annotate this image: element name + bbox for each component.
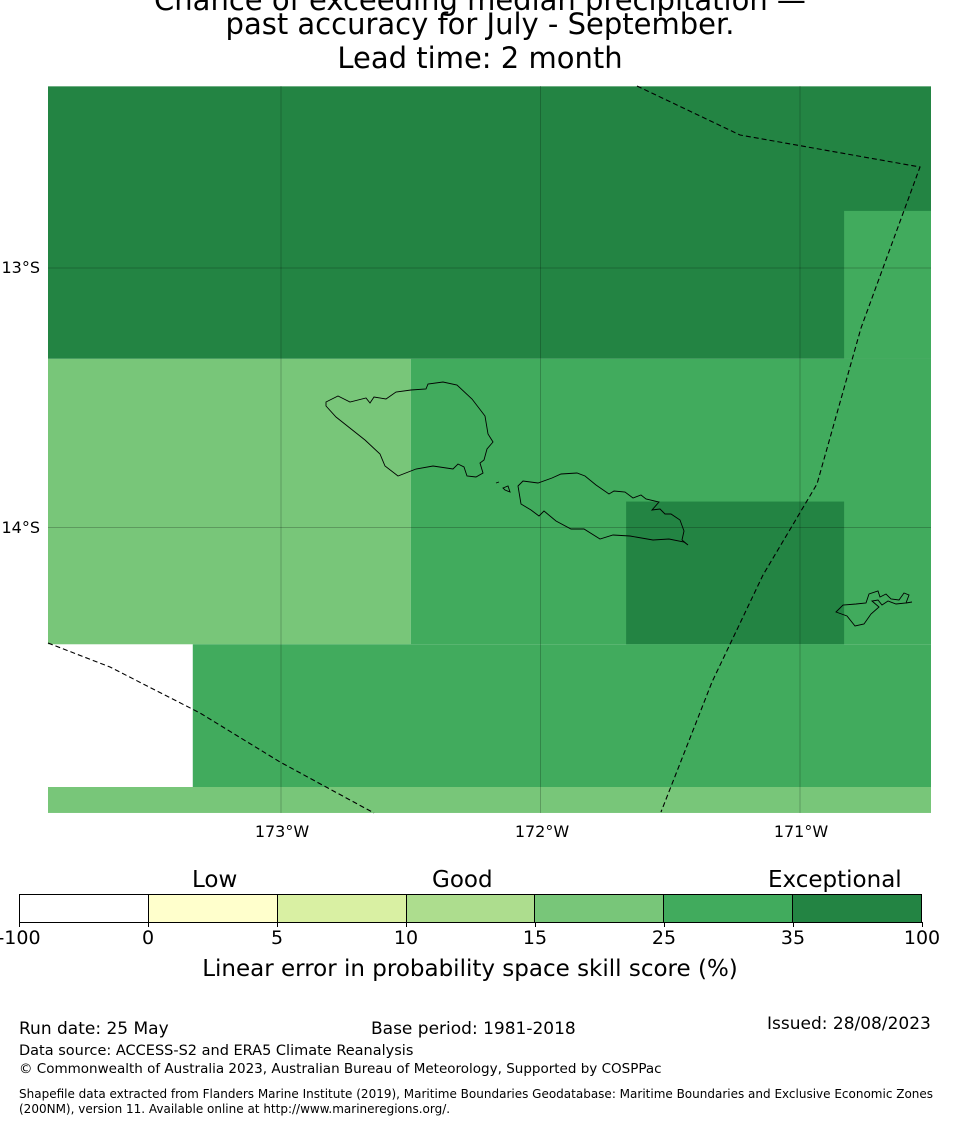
skill-cell-6 — [48, 787, 931, 813]
colorbar-segment-6 — [793, 895, 922, 922]
colorbar-tick-mark — [922, 922, 923, 927]
skill-cell-0 — [48, 86, 931, 359]
tutuila-island-outline — [835, 590, 910, 627]
eez-boundary-north — [636, 85, 921, 813]
lat-label-13s: 13°S — [1, 258, 40, 277]
eez-boundaries — [47, 85, 921, 814]
skill-cell-1 — [844, 210, 931, 359]
colorbar-tick-mark — [535, 922, 536, 927]
apolima-islet-outline — [502, 485, 511, 493]
copyright-notice: © Commonwealth of Australia 2023, Austra… — [19, 1061, 662, 1077]
map-title-line-2: past accuracy for July - September. — [225, 7, 735, 41]
colorbar-segment-3 — [406, 895, 536, 922]
manono-islet-outline — [495, 481, 500, 484]
lon-label-173w: 173°W — [254, 822, 310, 841]
colorbar-tick-mark — [793, 922, 794, 927]
coastlines — [325, 381, 913, 627]
colorbar-tick-label: 25 — [651, 927, 677, 949]
colorbar-segment-4 — [535, 895, 665, 922]
colorbar-tick-label: 15 — [522, 927, 548, 949]
colorbar-segment-1 — [148, 895, 278, 922]
colorbar-label: Linear error in probability space skill … — [202, 956, 738, 982]
colorbar-tick-label: 0 — [141, 927, 155, 949]
skill-cell-2 — [48, 358, 411, 645]
legend-category-good: Good — [432, 867, 493, 893]
colorbar-tick-label: 5 — [270, 927, 284, 949]
colorbar-segment-0 — [20, 895, 149, 922]
colorbar-tick-label: 10 — [393, 927, 419, 949]
shapefile-credit: Shapefile data extracted from Flanders M… — [19, 1087, 934, 1116]
map-title-line-3: Lead time: 2 month — [337, 41, 623, 75]
legend-category-low: Low — [192, 867, 238, 893]
run-date: Run date: 25 May — [19, 1019, 169, 1039]
colorbar-tick-mark — [19, 922, 20, 927]
map-title-line-1: Chance of exceeding median precipitation… — [154, 0, 806, 17]
lon-label-172w: 172°W — [514, 822, 570, 841]
skill-cell-4 — [626, 501, 845, 645]
colorbar-tick-mark — [406, 922, 407, 927]
skill-cell-5 — [192, 644, 931, 787]
graticule — [48, 86, 931, 813]
colorbar-segment-5 — [664, 895, 794, 922]
colorbar-tick-mark — [277, 922, 278, 927]
data-source: Data source: ACCESS-S2 and ERA5 Climate … — [19, 1043, 414, 1059]
savaii-island-outline — [325, 381, 494, 478]
colorbar-tick-label: 35 — [780, 927, 806, 949]
colorbar-segment-2 — [277, 895, 407, 922]
lat-label-14s: 14°S — [1, 518, 40, 537]
colorbar-tick-label: -100 — [0, 927, 41, 949]
eez-boundary-south — [47, 642, 375, 814]
lon-label-171w: 171°W — [773, 822, 829, 841]
base-period: Base period: 1981-2018 — [371, 1019, 576, 1039]
legend-category-exceptional: Exceptional — [768, 867, 902, 893]
upolu-island-outline — [517, 472, 689, 546]
skill-cells-layer — [48, 86, 931, 813]
issued-date: Issued: 28/08/2023 — [767, 1014, 931, 1034]
colorbar-tick-mark — [148, 922, 149, 927]
colorbar — [19, 894, 922, 923]
colorbar-tick-label: 100 — [903, 927, 941, 949]
colorbar-tick-mark — [664, 922, 665, 927]
aunuu-islet-outline — [905, 601, 913, 604]
